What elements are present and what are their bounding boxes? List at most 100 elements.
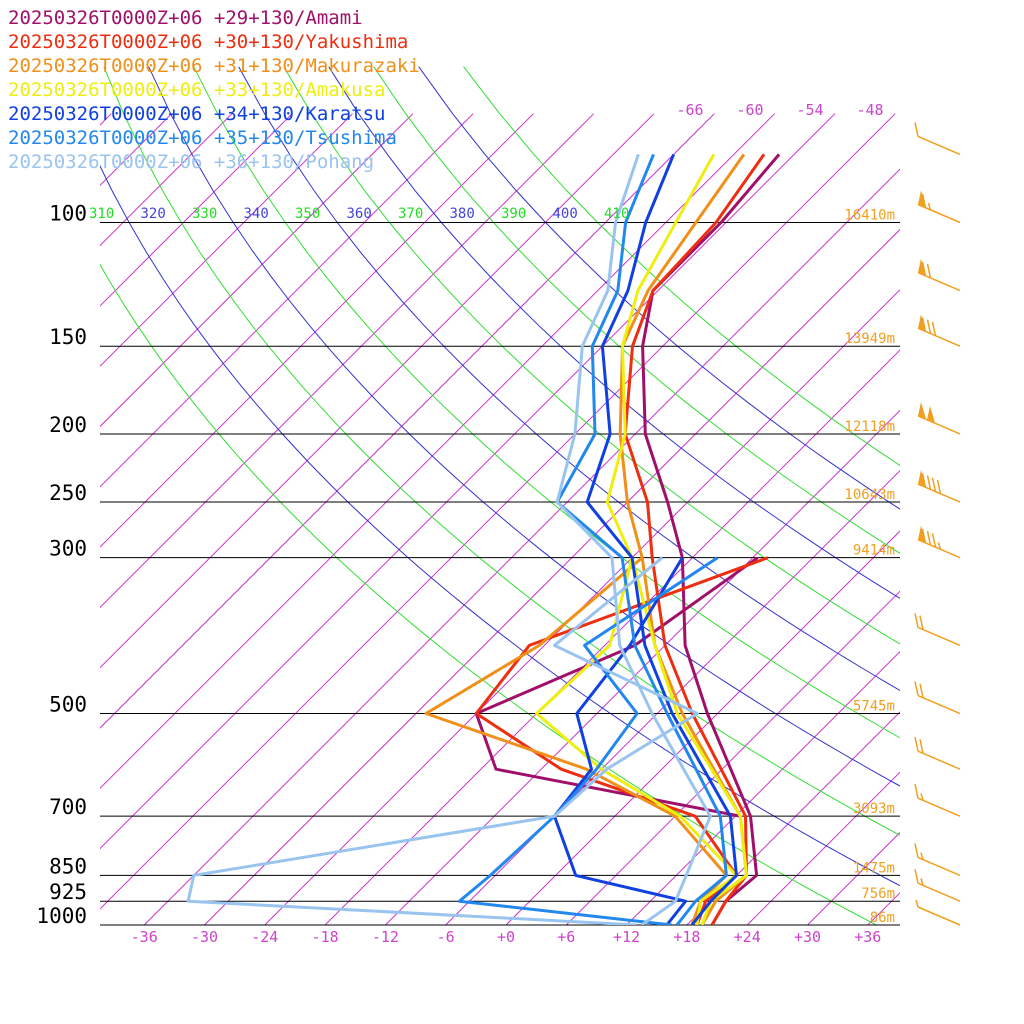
pressure-tick-label: 500 bbox=[49, 693, 87, 717]
series-area bbox=[186, 153, 781, 925]
theta-label: 350 bbox=[295, 206, 320, 222]
pressure-tick-label: 200 bbox=[49, 413, 87, 437]
isotherm-line bbox=[746, 771, 900, 925]
wind-barb-staff bbox=[917, 856, 961, 877]
wind-barb-flag bbox=[921, 193, 927, 208]
isotherm-line bbox=[100, 113, 353, 367]
dry-adiabat-line bbox=[103, 66, 900, 836]
dry-adiabat-line bbox=[193, 66, 900, 739]
wind-barb-flag bbox=[926, 319, 932, 334]
wind-barb bbox=[914, 784, 961, 817]
wind-barb bbox=[917, 525, 961, 559]
temperature-tick-label: -36 bbox=[131, 928, 158, 946]
wind-barb-staff bbox=[917, 797, 961, 817]
pressure-tick-label: 150 bbox=[49, 325, 87, 349]
wind-barb-flag bbox=[931, 533, 937, 548]
wind-barb-flag bbox=[921, 528, 927, 544]
wind-barb-flag bbox=[931, 321, 937, 337]
upper-temperature-label: -54 bbox=[796, 101, 823, 119]
temperature-tick-label: +6 bbox=[557, 928, 575, 946]
height-label: 9414m bbox=[853, 543, 895, 559]
height-label: 10643m bbox=[844, 487, 895, 503]
sounding-series bbox=[186, 153, 781, 925]
wind-barb-flag bbox=[914, 122, 919, 137]
wind-barb-flag bbox=[921, 261, 927, 277]
wind-barbs bbox=[914, 122, 961, 926]
wind-barb bbox=[914, 122, 961, 156]
isotherm-line bbox=[100, 113, 414, 428]
legend-entry: 20250326T0000Z+06 +33+130/Amakusa bbox=[8, 79, 386, 101]
theta-label: 340 bbox=[244, 206, 269, 222]
dry-adiabat-line bbox=[328, 66, 900, 599]
wind-barb bbox=[914, 736, 961, 770]
wind-barb bbox=[917, 401, 961, 435]
temperature-tick-label: -12 bbox=[372, 928, 399, 946]
wind-barb-flag bbox=[914, 613, 919, 628]
wind-barb-staff bbox=[917, 327, 961, 347]
wind-barb-staff bbox=[917, 538, 961, 559]
wind-barb-staff bbox=[917, 415, 961, 435]
wind-barb-half-flag bbox=[920, 878, 924, 886]
wind-barb-half-flag bbox=[920, 793, 924, 801]
temperature-series-line bbox=[585, 153, 738, 925]
dry-adiabat-line bbox=[100, 164, 900, 887]
height-label: 5745m bbox=[853, 699, 895, 715]
isotherm-line bbox=[143, 168, 900, 925]
dry-adiabat-line bbox=[283, 66, 900, 645]
isotherm-line bbox=[100, 113, 715, 729]
isotherm-line bbox=[565, 590, 900, 925]
isotherm-line bbox=[626, 650, 900, 925]
legend-entry: 20250326T0000Z+06 +35+130/Tsushima bbox=[8, 127, 397, 149]
temperature-tick-label: -24 bbox=[251, 928, 278, 946]
dry-adiabat-line bbox=[373, 66, 900, 554]
theta-label: 400 bbox=[553, 206, 578, 222]
height-label: 12118m bbox=[844, 419, 895, 435]
dewpoint-series-line bbox=[535, 557, 738, 925]
isotherm-line bbox=[264, 289, 900, 925]
wind-barb bbox=[917, 314, 961, 347]
theta-label: 320 bbox=[141, 206, 166, 222]
isotherm-line bbox=[100, 113, 896, 910]
pressure-tick-label: 700 bbox=[49, 795, 87, 819]
wind-barb-flag bbox=[926, 263, 932, 279]
legend-entry: 20250326T0000Z+06 +30+130/Yakushima bbox=[8, 31, 408, 53]
temperature-tick-label: +18 bbox=[673, 928, 700, 946]
wind-barb-staff bbox=[917, 203, 961, 224]
wind-barb-staff bbox=[917, 750, 961, 770]
wind-barb-flag bbox=[914, 736, 919, 752]
dry-adiabat-line bbox=[418, 66, 900, 510]
theta-label: 390 bbox=[501, 206, 526, 222]
wind-barb-flag bbox=[921, 317, 927, 332]
height-label: 756m bbox=[861, 886, 895, 902]
pressure-tick-label: 850 bbox=[49, 854, 87, 878]
wind-barb-half-flag bbox=[915, 899, 919, 908]
wind-barb-flag bbox=[936, 479, 942, 495]
wind-barb bbox=[914, 843, 961, 877]
wind-barb-pennant bbox=[918, 401, 926, 419]
wind-barb-flag bbox=[921, 473, 927, 488]
theta-label: 330 bbox=[192, 206, 217, 222]
temperature-tick-label: -6 bbox=[437, 928, 455, 946]
wind-barb-half-flag bbox=[937, 542, 942, 550]
isotherm-line bbox=[505, 530, 900, 925]
height-label: 16410m bbox=[844, 208, 895, 224]
wind-barb-flag bbox=[919, 615, 924, 630]
dry-adiabat-line bbox=[238, 66, 900, 692]
isotherm-line bbox=[100, 113, 474, 488]
theta-label: 410 bbox=[604, 206, 629, 222]
temperature-tick-label: +24 bbox=[734, 928, 761, 946]
isotherm-line bbox=[807, 831, 900, 925]
wind-barb-staff bbox=[917, 882, 961, 902]
wind-barb-flag bbox=[914, 681, 919, 696]
legend-entry: 20250326T0000Z+06 +31+130/Makurazaki bbox=[8, 55, 420, 77]
wind-barb-flag bbox=[919, 739, 924, 754]
temperature-tick-label: +30 bbox=[794, 928, 821, 946]
wind-barb-staff bbox=[917, 135, 961, 156]
isotherm-line bbox=[100, 113, 836, 850]
legend: 20250326T0000Z+06 +29+130/Amami20250326T… bbox=[8, 7, 420, 173]
isotherm-line bbox=[100, 113, 293, 307]
dry-adiabat-line bbox=[148, 66, 900, 787]
wind-barb-staff bbox=[917, 271, 961, 292]
